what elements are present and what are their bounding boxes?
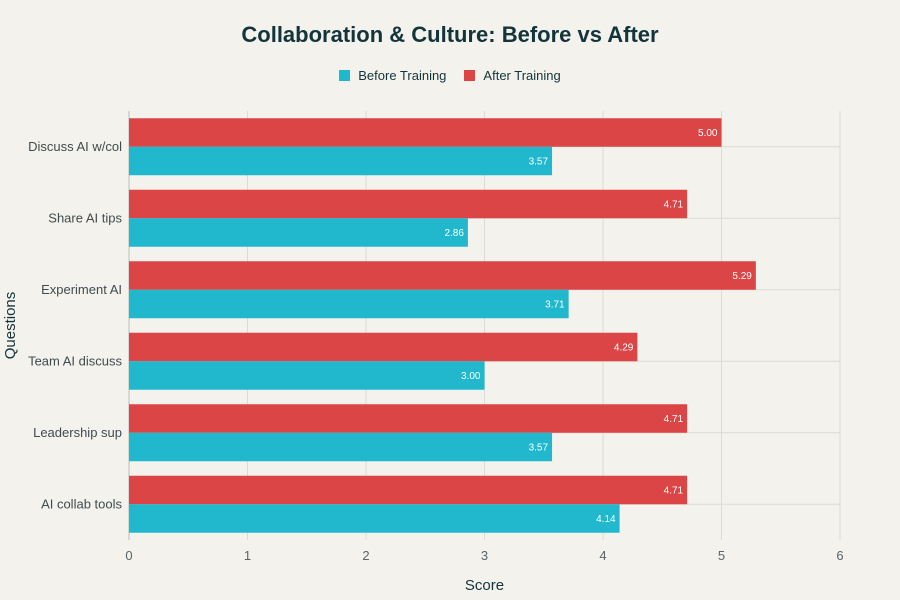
legend: Before Training After Training [0, 68, 900, 83]
data-label-after: 5.00 [698, 128, 718, 139]
bar-after [129, 118, 722, 147]
bar-before [129, 361, 485, 390]
data-label-before: 4.14 [596, 514, 616, 525]
bar-before [129, 218, 468, 247]
bar-after [129, 404, 688, 433]
legend-item-before[interactable]: Before Training [339, 68, 446, 83]
data-label-after: 5.29 [732, 271, 752, 282]
data-label-before: 3.57 [529, 157, 549, 168]
bar-before [129, 146, 553, 176]
legend-swatch-after [464, 70, 476, 81]
y-tick-label: AI collab tools [41, 496, 122, 511]
bar-before [129, 504, 620, 533]
data-label-after: 4.29 [614, 343, 634, 354]
y-tick-label: Team AI discuss [28, 353, 122, 368]
bar-before [129, 289, 569, 319]
x-axis-title: Score [465, 577, 504, 594]
bar-after [129, 475, 688, 505]
y-tick-label: Share AI tips [48, 210, 122, 225]
data-label-before: 3.00 [461, 371, 481, 382]
legend-label-before: Before Training [358, 68, 447, 83]
bar-after [129, 189, 688, 219]
y-axis-title: Questions [2, 292, 19, 360]
x-tick-label: 0 [125, 548, 132, 563]
x-tick-label: 2 [362, 548, 369, 563]
legend-item-after[interactable]: After Training [464, 68, 561, 83]
y-tick-label: Experiment AI [41, 282, 122, 297]
x-tick-label: 5 [718, 548, 725, 563]
x-tick-label: 6 [836, 548, 843, 563]
legend-swatch-before [339, 70, 351, 81]
chart-title: Collaboration & Culture: Before vs After [241, 22, 659, 47]
data-label-before: 3.57 [529, 443, 549, 454]
x-tick-label: 4 [599, 548, 606, 563]
bar-after [129, 261, 756, 290]
y-tick-label: Discuss AI w/col [28, 139, 122, 154]
data-label-before: 3.71 [545, 300, 565, 311]
bar-after [129, 332, 638, 362]
x-tick-label: 1 [244, 548, 251, 563]
data-label-after: 4.71 [664, 414, 684, 425]
legend-label-after: After Training [483, 68, 561, 83]
data-label-before: 2.86 [444, 228, 464, 239]
bar-before [129, 432, 553, 462]
data-label-after: 4.71 [664, 486, 684, 497]
x-tick-label: 3 [481, 548, 488, 563]
y-tick-label: Leadership sup [33, 425, 122, 440]
data-label-after: 4.71 [664, 200, 684, 211]
